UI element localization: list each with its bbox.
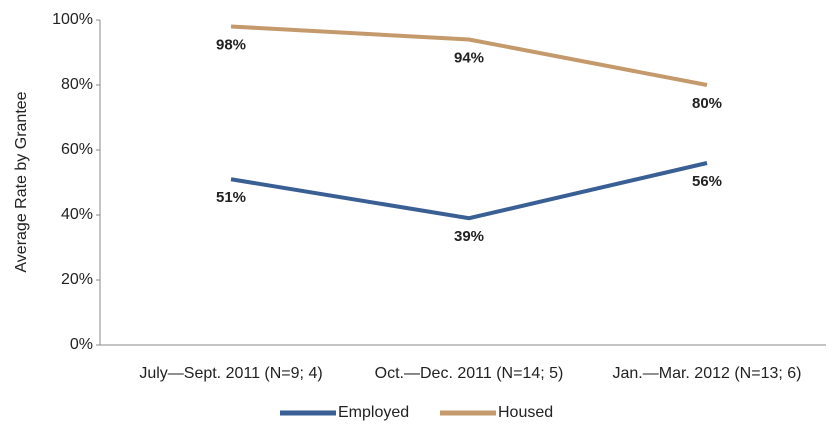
y-tick-label: 100% [52, 11, 93, 28]
y-tick-label: 0% [70, 336, 93, 353]
x-tick-label: Oct.—Dec. 2011 (N=14; 5) [375, 365, 564, 382]
y-tick-label: 20% [61, 271, 93, 288]
data-label: 51% [216, 189, 246, 206]
y-tick-label: 40% [61, 206, 93, 223]
data-label: 39% [454, 228, 484, 245]
y-axis-title: Average Rate by Grantee [13, 91, 30, 272]
series-line [230, 24, 708, 87]
x-tick-label: Jan.—Mar. 2012 (N=13; 6) [613, 365, 802, 382]
series-line [230, 161, 708, 221]
legend-label: Housed [498, 404, 553, 421]
y-tick-label: 60% [61, 141, 93, 158]
data-label: 94% [454, 49, 484, 66]
x-tick-label: July—Sept. 2011 (N=9; 4) [139, 365, 322, 382]
data-label: 56% [692, 173, 722, 190]
data-label: 98% [216, 36, 246, 53]
data-label: 80% [692, 95, 722, 112]
y-tick-label: 80% [61, 76, 93, 93]
legend-label: Employed [338, 404, 409, 421]
